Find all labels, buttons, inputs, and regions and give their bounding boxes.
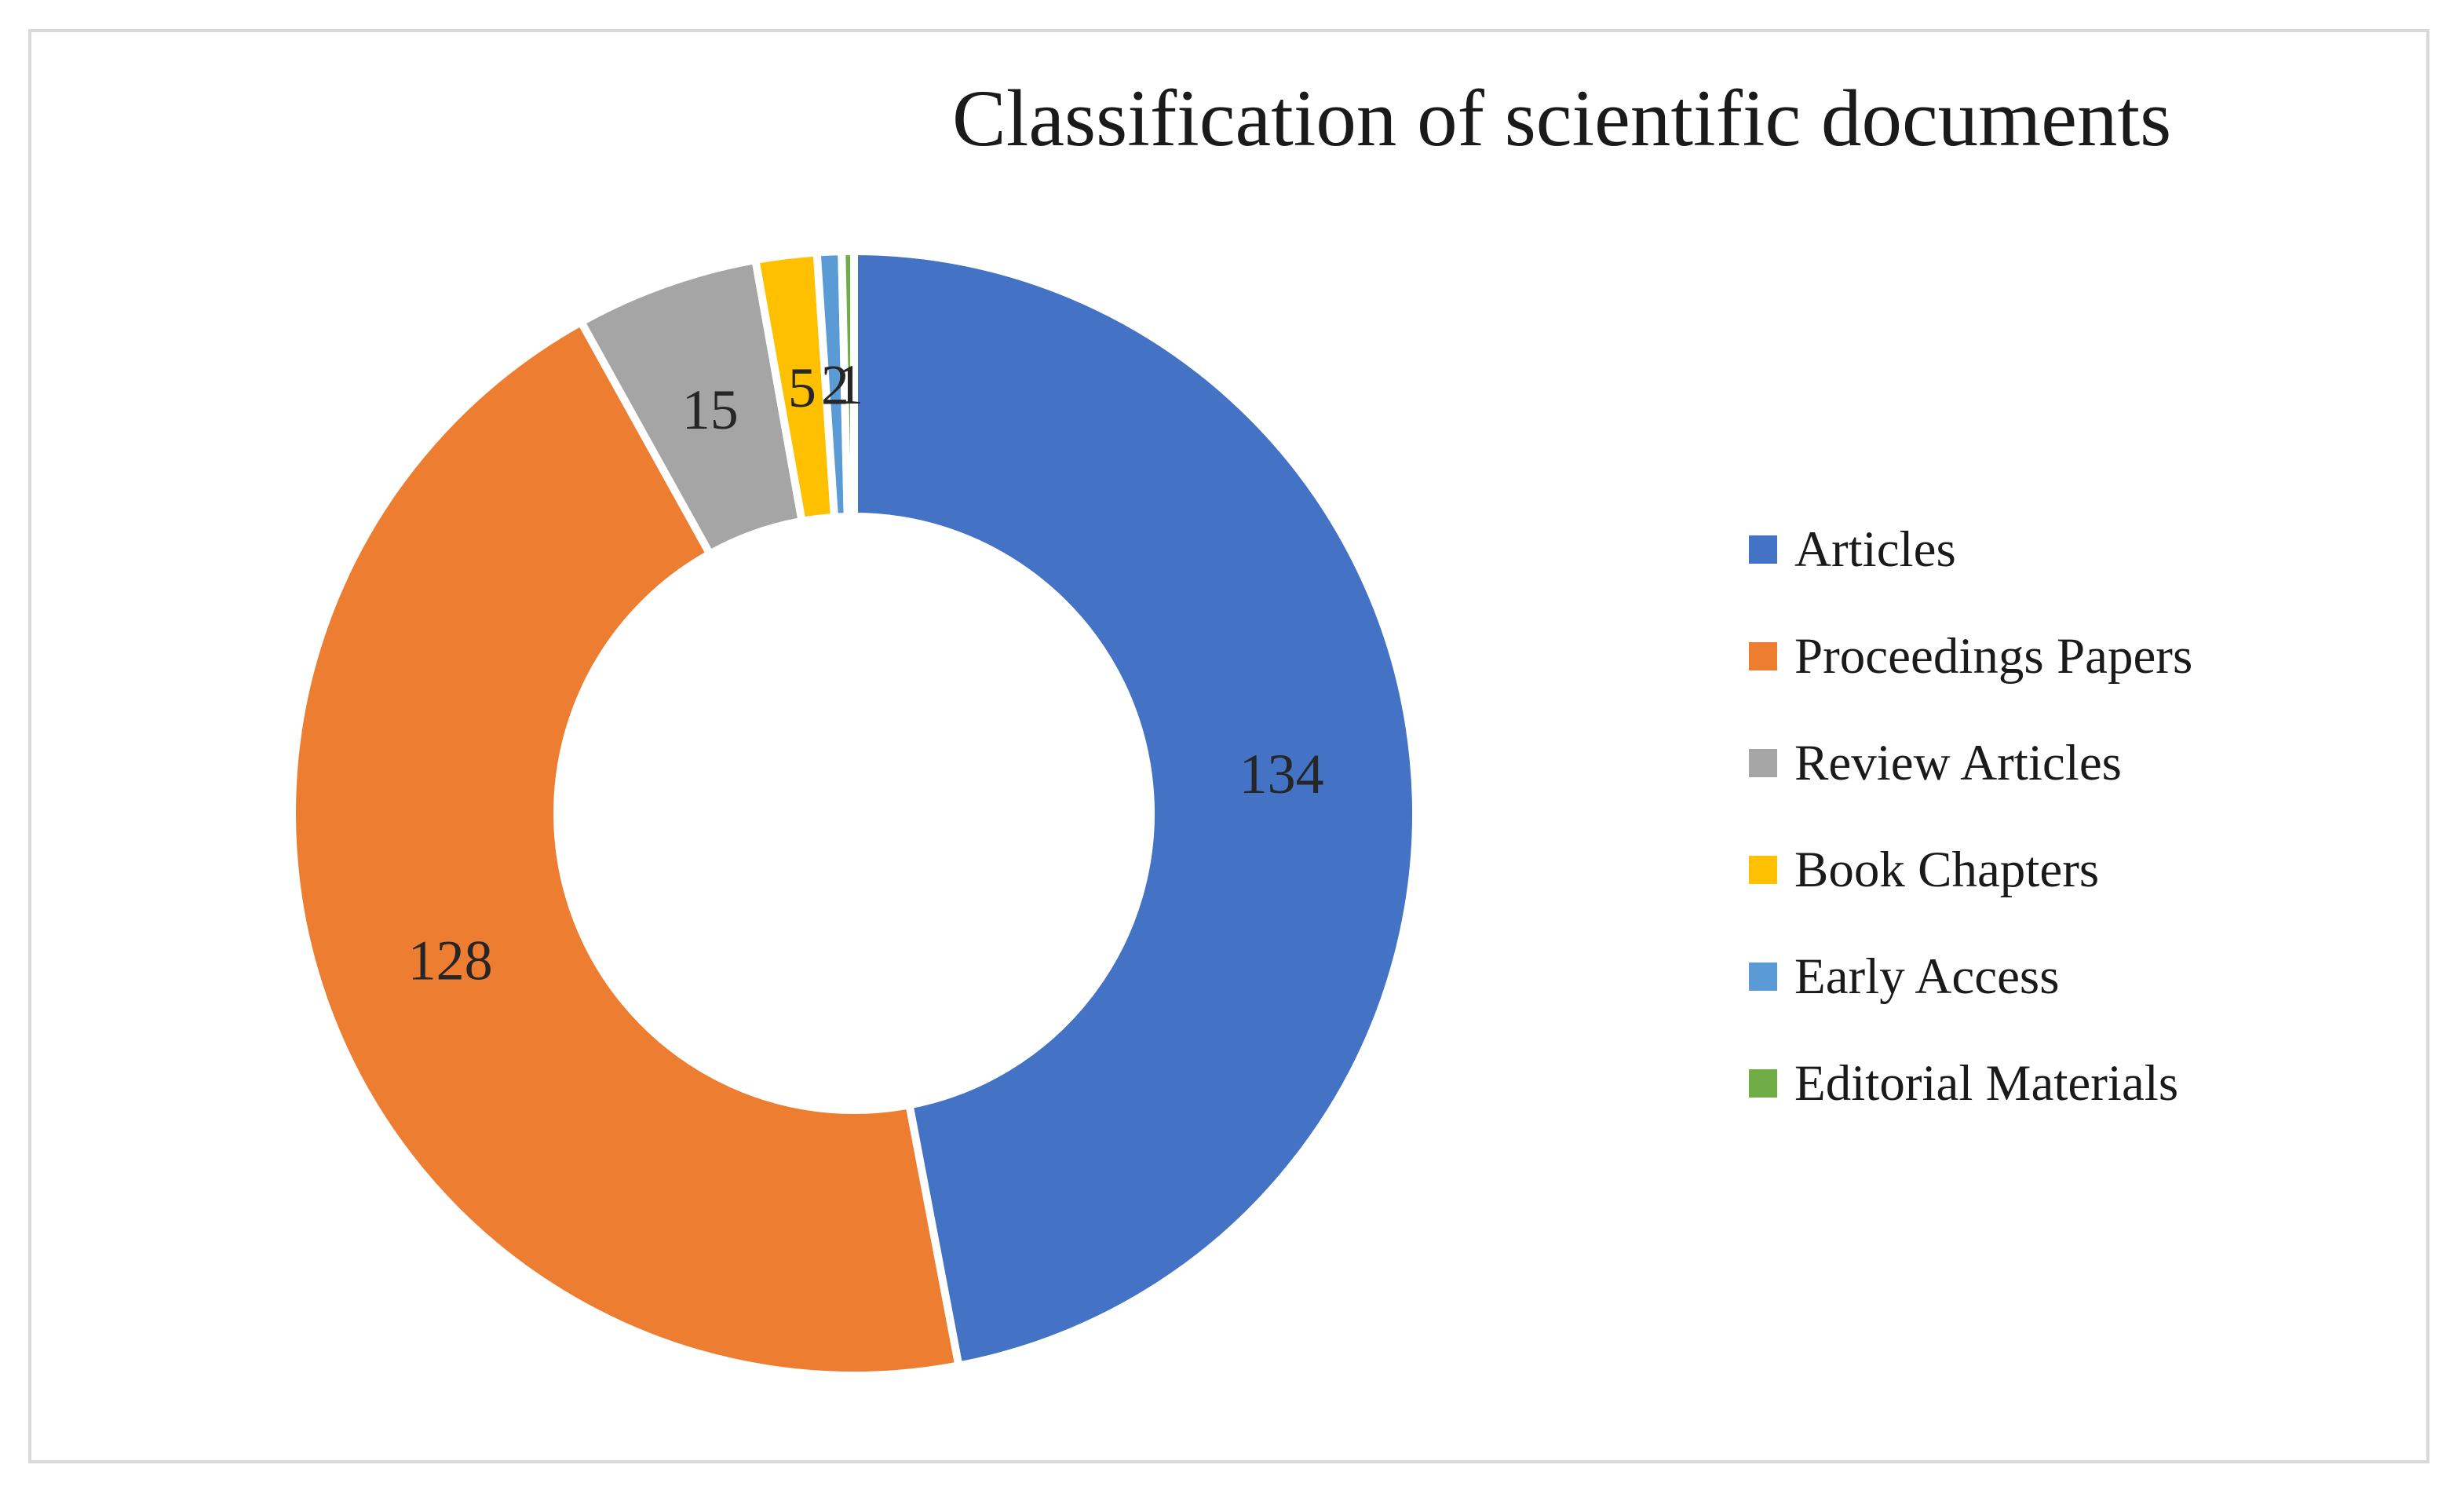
- legend-label: Proceedings Papers: [1794, 627, 2193, 685]
- slice-value-label-articles: 134: [1239, 743, 1324, 805]
- legend-marker-early-access: [1749, 963, 1777, 991]
- legend-label: Book Chapters: [1794, 841, 2100, 898]
- legend-marker-proceedings-papers: [1749, 642, 1777, 670]
- legend-marker-editorial-materials: [1749, 1069, 1777, 1098]
- legend-marker-book-chapters: [1749, 856, 1777, 884]
- slice-editorial-materials: [838, 247, 858, 521]
- legend-label: Editorial Materials: [1794, 1054, 2179, 1112]
- slice-value-label-proceedings-papers: 128: [408, 929, 493, 992]
- legend-marker-articles: [1749, 535, 1777, 564]
- legend-item-editorial-materials: Editorial Materials: [1749, 1030, 2192, 1137]
- slice-value-label-early-access: 2: [821, 354, 849, 417]
- legend-item-articles: Articles: [1749, 496, 2192, 603]
- legend-item-early-access: Early Access: [1749, 923, 2192, 1030]
- slice-proceedings-papers: [288, 316, 964, 1380]
- slice-value-label-book-chapters: 5: [788, 356, 816, 419]
- slice-value-label-editorial-materials: 1: [835, 353, 863, 416]
- legend-item-book-chapters: Book Chapters: [1749, 816, 2192, 923]
- legend-item-proceedings-papers: Proceedings Papers: [1749, 603, 2192, 710]
- slice-value-label-review-articles: 15: [682, 378, 739, 441]
- legend-marker-review-articles: [1749, 749, 1777, 777]
- legend-label: Early Access: [1794, 948, 2060, 1005]
- legend-item-review-articles: Review Articles: [1749, 710, 2192, 816]
- slice-articles: [850, 247, 1420, 1371]
- legend-label: Review Articles: [1794, 734, 2122, 791]
- legend: Articles Proceedings Papers Review Artic…: [1749, 496, 2192, 1137]
- chart-title: Classification of scientific documents: [952, 74, 2172, 163]
- legend-label: Articles: [1794, 521, 1956, 578]
